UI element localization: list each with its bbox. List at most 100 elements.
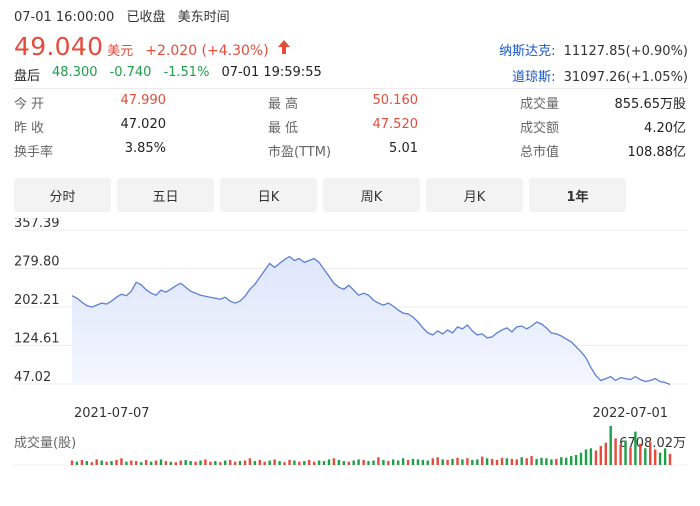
stats-row: 今开 47.990 最高 50.160 成交量 855.65万股 (14, 93, 686, 115)
stat-high: 50.160 (372, 93, 419, 108)
current-price: 49.040 (14, 32, 104, 61)
volume-bar (466, 458, 469, 465)
volume-bar (604, 442, 607, 465)
volume-bar (416, 459, 420, 465)
y-tick-label: 357.39 (14, 218, 60, 231)
currency-label: 美元 (107, 44, 134, 59)
volume-bar (288, 460, 291, 465)
volume-bar (411, 458, 415, 465)
volume-bar (308, 460, 311, 465)
volume-bar (337, 460, 341, 465)
volume-bar (461, 459, 464, 465)
volume-bar (224, 460, 227, 465)
volume-bar (159, 459, 163, 465)
volume-bar (219, 462, 222, 465)
volume-bar (352, 460, 355, 465)
volume-bar (471, 460, 474, 465)
volume-bar (441, 459, 444, 465)
stat-low: 47.520 (372, 117, 419, 132)
index-nasdaq[interactable]: 纳斯达克: 11127.85(+0.90%) (499, 40, 688, 59)
volume-bar (644, 448, 647, 465)
tab-intraday[interactable]: 分时 (14, 178, 111, 212)
after-hours-change: -0.740 (109, 65, 152, 80)
volume-bar (85, 461, 88, 465)
index-dow[interactable]: 道琼斯: 31097.26(+1.05%) (512, 66, 688, 85)
tab-one-year[interactable]: 1年 (529, 178, 626, 212)
stat-label-prev: 昨收 (14, 121, 49, 136)
volume-bar (545, 458, 548, 465)
volume-bar (392, 459, 395, 465)
volume-bar (668, 453, 672, 465)
volume-bar (476, 459, 479, 465)
volume-bar (382, 460, 385, 465)
volume-bar (120, 458, 123, 465)
volume-bar (397, 460, 400, 465)
volume-bar (332, 458, 336, 465)
volume-bar (90, 462, 93, 465)
y-tick-label: 47.02 (14, 370, 51, 385)
volume-bar (599, 446, 602, 465)
volume-bar (243, 460, 247, 465)
index-value: 11127.85(+0.90%) (563, 44, 688, 59)
volume-bar (401, 458, 405, 465)
volume-bar (233, 461, 237, 465)
volume-bar (619, 444, 622, 465)
volume-bar (634, 431, 637, 465)
price-change: +2.020 (+4.30%) (145, 43, 269, 59)
tab-weekly-k[interactable]: 周K (323, 178, 420, 212)
x-end-label: 2022-07-01 (592, 406, 668, 421)
stat-label-high: 最高 (268, 97, 303, 112)
tab-five-day[interactable]: 五日 (117, 178, 214, 212)
period-tabs: 分时 五日 日K 周K 月K 1年 (14, 178, 626, 212)
volume-bar (565, 457, 568, 465)
stat-volume: 855.65万股 (614, 97, 687, 112)
volume-bar (639, 443, 642, 465)
x-start-label: 2021-07-07 (74, 406, 150, 421)
volume-bar (214, 461, 217, 465)
volume-bar (560, 457, 563, 465)
volume-bar (184, 460, 187, 465)
volume-bar (446, 460, 449, 465)
volume-bar (555, 458, 558, 465)
volume-bar (80, 460, 84, 465)
after-hours-price: 48.300 (52, 65, 98, 80)
volume-bar (520, 457, 523, 465)
volume-bar (357, 459, 360, 465)
volume-bar (253, 461, 257, 465)
price-area-fill (72, 256, 670, 385)
volume-bar (209, 461, 212, 465)
divider (12, 88, 688, 89)
price-line-series (71, 255, 671, 386)
stat-label-mktcap: 总市值 (520, 145, 560, 160)
volume-title: 成交量(股) (14, 435, 76, 451)
volume-bar (283, 462, 286, 465)
volume-bar (589, 448, 593, 465)
volume-bar (654, 449, 657, 465)
stat-label-volume: 成交量 (520, 97, 560, 112)
tab-daily-k[interactable]: 日K (220, 178, 317, 212)
volume-bar (204, 459, 207, 465)
volume-bar (293, 460, 296, 465)
volume-bar (164, 461, 168, 465)
volume-bar (421, 460, 425, 465)
volume-bar (505, 458, 509, 465)
volume-bar (347, 461, 350, 465)
volume-bar (495, 460, 499, 465)
tab-monthly-k[interactable]: 月K (426, 178, 523, 212)
volume-bar (525, 458, 528, 465)
stats-row: 昨收 47.020 最低 47.520 成交额 4.20亿 (14, 117, 686, 139)
price-row: 49.040 美元 +2.020 (+4.30%) (14, 32, 291, 61)
volume-bar (574, 455, 578, 465)
volume-bar (406, 460, 410, 465)
volume-bar (125, 461, 128, 465)
volume-bar (362, 460, 365, 465)
volume-bar (579, 452, 583, 465)
stat-mktcap: 108.88亿 (627, 145, 687, 160)
volume-bar (130, 460, 133, 465)
volume-bar (199, 460, 202, 465)
up-arrow-icon (277, 39, 290, 54)
after-hours-pct: -1.51% (163, 65, 210, 80)
volume-bar (550, 459, 553, 465)
stat-label-low: 最低 (268, 121, 303, 136)
price-chart-area[interactable]: 357.39 279.80 202.21 124.61 47.02 2021-07-07 2… (0, 216, 700, 506)
